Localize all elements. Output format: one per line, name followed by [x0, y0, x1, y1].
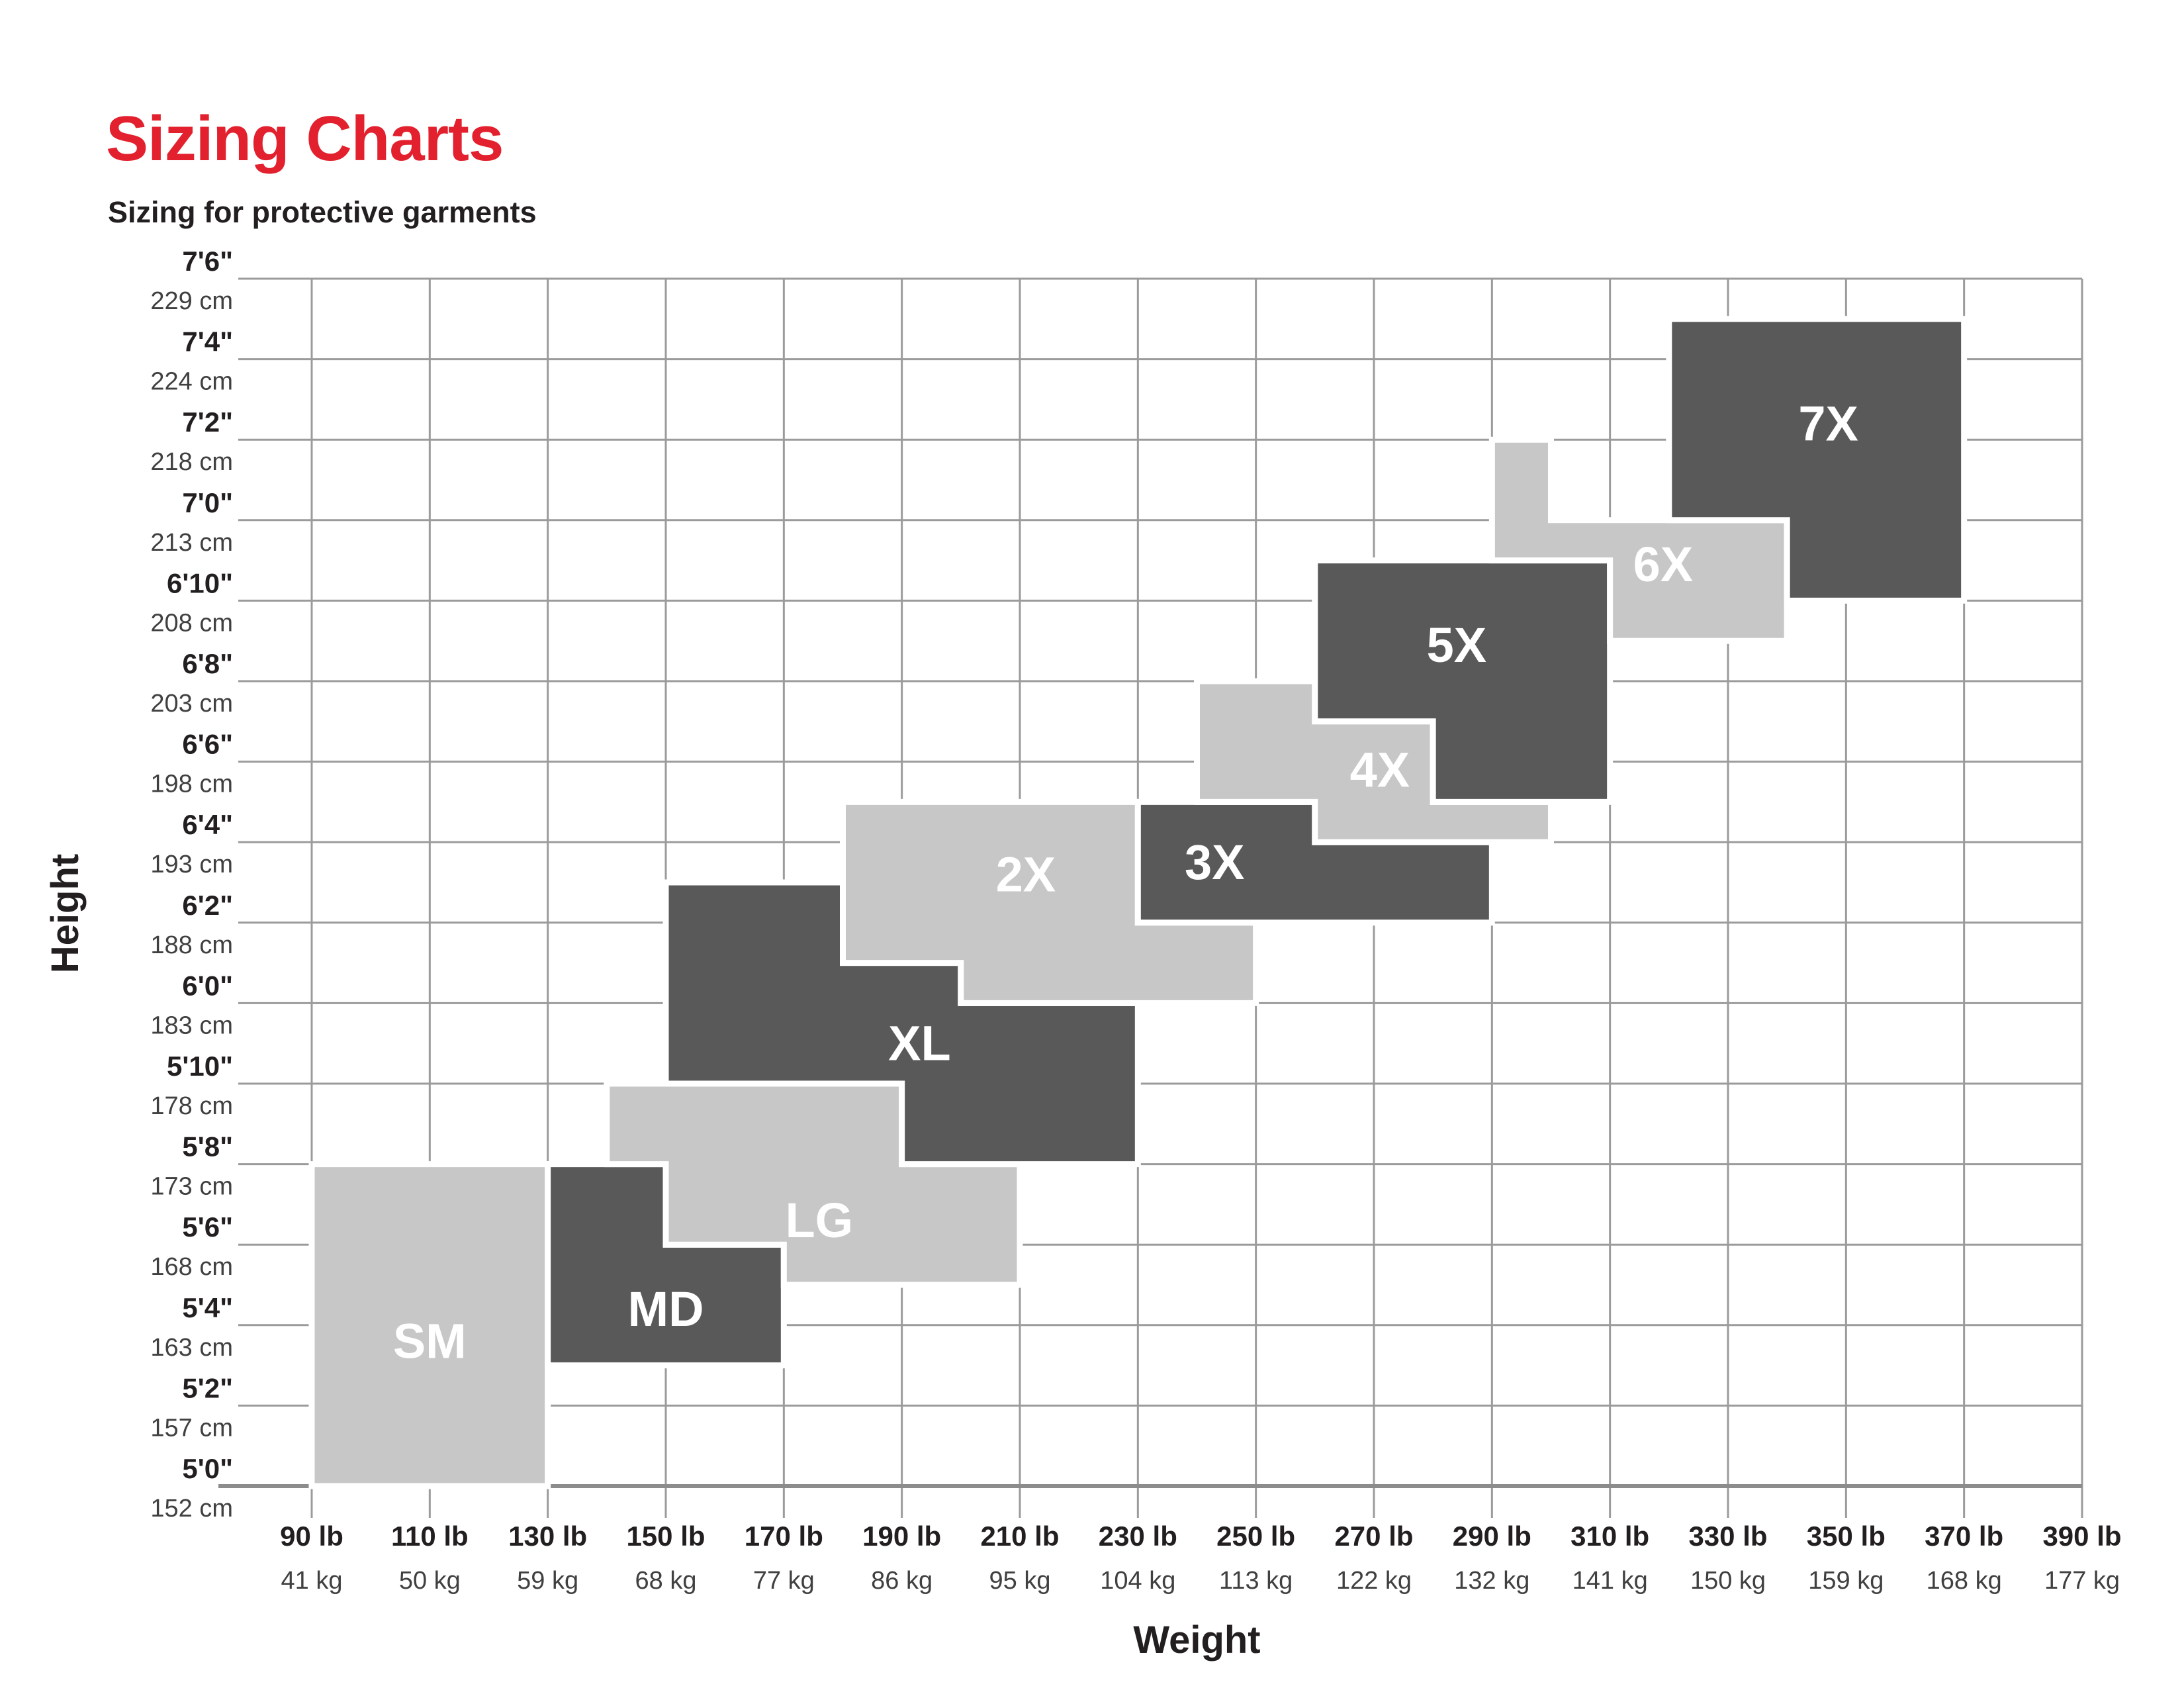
y-tick-imperial: 5'2" [182, 1372, 233, 1403]
x-tick-kg: 95 kg [989, 1567, 1051, 1595]
y-axis-title: Height [44, 854, 87, 973]
size-region-label-LG: LG [785, 1193, 853, 1248]
y-tick-imperial: 5'10" [167, 1051, 233, 1082]
x-tick-kg: 141 kg [1572, 1567, 1648, 1595]
size-region-label-6X: 6X [1633, 537, 1694, 592]
x-tick-lb: 250 lb [1216, 1521, 1295, 1552]
x-tick-kg: 168 kg [1927, 1567, 2002, 1595]
y-tick-metric: 157 cm [150, 1414, 233, 1442]
x-tick-kg: 159 kg [1808, 1567, 1884, 1595]
size-region-label-XL: XL [888, 1016, 951, 1071]
y-tick-metric: 168 cm [150, 1253, 233, 1281]
x-tick-kg: 86 kg [871, 1567, 933, 1595]
y-tick-metric: 224 cm [150, 368, 233, 396]
y-tick-metric: 203 cm [150, 690, 233, 718]
x-tick-lb: 390 lb [2042, 1521, 2121, 1552]
y-tick-imperial: 6'6" [182, 729, 233, 760]
y-tick-imperial: 7'2" [182, 406, 233, 438]
x-tick-kg: 59 kg [517, 1567, 578, 1595]
size-region-label-3X: 3X [1185, 835, 1245, 890]
y-tick-imperial: 6'10" [167, 567, 233, 598]
size-region-label-2X: 2X [996, 847, 1056, 902]
y-tick-metric: 229 cm [150, 287, 233, 315]
y-tick-imperial: 6'4" [182, 809, 233, 840]
y-tick-metric: 183 cm [150, 1011, 233, 1039]
x-tick-lb: 330 lb [1688, 1521, 1767, 1552]
y-tick-imperial: 6'2" [182, 890, 233, 921]
size-region-label-MD: MD [627, 1282, 704, 1336]
x-tick-lb: 230 lb [1099, 1521, 1177, 1552]
x-tick-lb: 150 lb [626, 1521, 705, 1552]
y-tick-imperial: 7'0" [182, 487, 233, 518]
x-tick-kg: 68 kg [635, 1567, 697, 1595]
page-title: Sizing Charts [106, 103, 504, 174]
x-tick-lb: 210 lb [980, 1521, 1059, 1552]
size-region-label-5X: 5X [1427, 618, 1487, 673]
y-tick-imperial: 5'0" [182, 1453, 233, 1484]
size-region-label-7X: 7X [1798, 396, 1858, 451]
page-subtitle: Sizing for protective garments [108, 195, 537, 229]
y-tick-imperial: 7'4" [182, 326, 233, 357]
y-tick-metric: 193 cm [150, 851, 233, 878]
y-tick-metric: 163 cm [150, 1334, 233, 1362]
x-tick-lb: 350 lb [1807, 1521, 1886, 1552]
y-tick-imperial: 5'8" [182, 1131, 233, 1162]
size-region-label-4X: 4X [1350, 742, 1410, 797]
x-axis-title: Weight [1133, 1618, 1260, 1662]
y-tick-metric: 188 cm [150, 931, 233, 959]
x-tick-kg: 177 kg [2044, 1567, 2120, 1595]
y-tick-imperial: 5'4" [182, 1292, 233, 1323]
x-tick-kg: 113 kg [1219, 1567, 1293, 1595]
y-tick-metric: 213 cm [150, 529, 233, 557]
y-tick-metric: 218 cm [150, 448, 233, 476]
y-tick-metric: 198 cm [150, 771, 233, 798]
x-tick-lb: 290 lb [1453, 1521, 1531, 1552]
x-tick-lb: 370 lb [1925, 1521, 2003, 1552]
y-tick-imperial: 6'8" [182, 648, 233, 679]
y-tick-metric: 208 cm [150, 609, 233, 637]
size-region-6X [1488, 436, 1790, 644]
y-tick-imperial: 7'6" [182, 246, 233, 277]
x-tick-kg: 104 kg [1100, 1567, 1175, 1595]
size-region-7X [1666, 316, 1968, 604]
x-tick-kg: 132 kg [1454, 1567, 1529, 1595]
x-tick-lb: 310 lb [1570, 1521, 1649, 1552]
x-tick-lb: 270 lb [1334, 1521, 1413, 1552]
x-tick-kg: 50 kg [399, 1567, 461, 1595]
y-tick-metric: 178 cm [150, 1092, 233, 1120]
size-region-label-SM: SM [393, 1314, 467, 1369]
x-tick-lb: 170 lb [745, 1521, 823, 1552]
y-tick-metric: 152 cm [150, 1495, 233, 1523]
x-tick-kg: 77 kg [753, 1567, 815, 1595]
x-tick-kg: 41 kg [281, 1567, 343, 1595]
x-tick-lb: 110 lb [391, 1521, 469, 1552]
x-tick-kg: 150 kg [1690, 1567, 1766, 1595]
y-tick-imperial: 5'6" [182, 1211, 233, 1243]
x-tick-lb: 190 lb [862, 1521, 941, 1552]
x-tick-lb: 90 lb [280, 1521, 343, 1552]
y-tick-metric: 173 cm [150, 1173, 233, 1201]
x-tick-lb: 130 lb [508, 1521, 587, 1552]
y-tick-imperial: 6'0" [182, 970, 233, 1001]
x-tick-kg: 122 kg [1336, 1567, 1412, 1595]
